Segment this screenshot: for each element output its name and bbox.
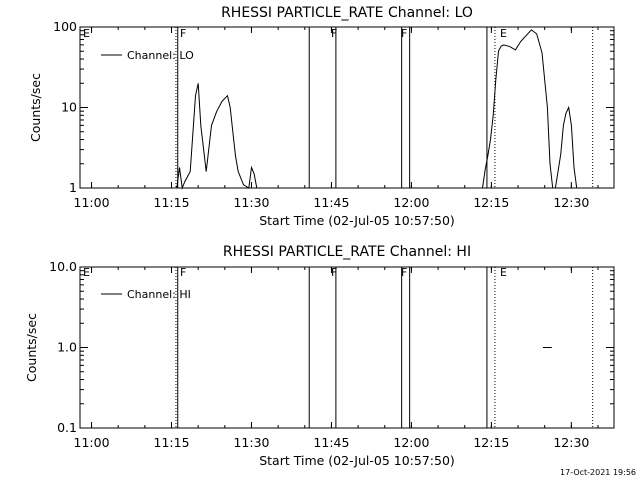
x-tick-label: 12:00	[393, 195, 429, 210]
flag-label-e: E	[83, 27, 90, 40]
legend-entry: Channel: HI	[127, 288, 191, 301]
flag-label-f: F	[331, 27, 337, 40]
x-tick-label: 11:30	[233, 195, 269, 210]
y-tick-label: 10.0	[49, 259, 77, 274]
panel-hi: RHESSI PARTICLE_RATE Channel: HI E F F F E 11:…	[24, 244, 615, 468]
panel-lo: RHESSI PARTICLE_RATE Channel: LO E F F F E 11:…	[28, 5, 615, 228]
chart-title: RHESSI PARTICLE_RATE Channel: HI	[223, 244, 471, 260]
x-tick-label: 11:45	[313, 195, 349, 210]
x-tick-label: 11:15	[154, 195, 190, 210]
flag-label-f: F	[180, 266, 186, 279]
x-tick-label: 12:30	[553, 435, 589, 450]
x-tick-label: 12:15	[473, 435, 509, 450]
chart-title: RHESSI PARTICLE_RATE Channel: LO	[221, 5, 473, 21]
x-tick-label: 12:30	[553, 195, 589, 210]
flag-label-e: E	[83, 266, 90, 279]
flag-label-f: F	[331, 266, 337, 279]
x-tick-label: 11:00	[74, 195, 110, 210]
y-tick-label: 1	[69, 180, 77, 195]
flag-label-f: F	[180, 27, 186, 40]
x-axis-label: Start Time (02-Jul-05 10:57:50)	[259, 453, 455, 468]
x-tick-label: 11:30	[233, 435, 269, 450]
x-tick-label: 12:00	[393, 435, 429, 450]
x-axis-label: Start Time (02-Jul-05 10:57:50)	[259, 213, 455, 228]
y-tick-label: 1.0	[57, 340, 77, 355]
x-tick-label: 12:15	[473, 195, 509, 210]
x-tick-label: 11:45	[313, 435, 349, 450]
y-axis-label: Counts/sec	[28, 73, 43, 142]
footer-timestamp: 17-Oct-2021 19:56	[560, 468, 636, 477]
flag-label-f: F	[401, 266, 407, 279]
legend-entry: Channel: LO	[127, 49, 194, 62]
series-line-segment	[482, 29, 582, 189]
y-tick-label: 0.1	[57, 420, 77, 435]
flag-label-f: F	[401, 27, 407, 40]
y-tick-label: 100	[53, 19, 77, 34]
x-tick-label: 11:15	[154, 435, 190, 450]
flag-label-e: E	[500, 266, 507, 279]
y-tick-label: 10	[61, 100, 77, 115]
series-line-segment	[176, 83, 260, 190]
x-tick-label: 11:00	[74, 435, 110, 450]
flag-label-e: E	[500, 27, 507, 40]
y-axis-label: Counts/sec	[24, 313, 39, 382]
